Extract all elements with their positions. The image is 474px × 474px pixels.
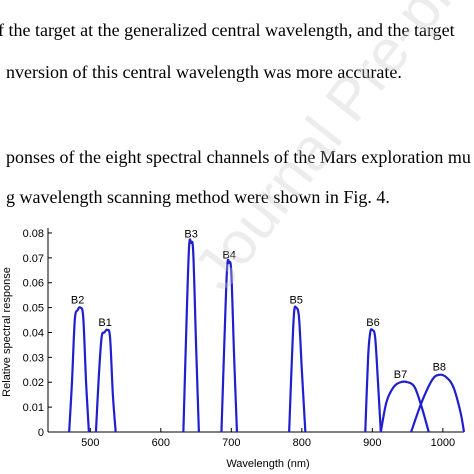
spectral-response-chart: 500 600 700 800 900 1000 0 0.01 0.02 0.03 0.04 0.05… — [1, 228, 466, 470]
y-tick-label: 0 — [38, 427, 44, 439]
x-tick-label: 700 — [222, 437, 240, 449]
x-tick-label: 1000 — [431, 437, 455, 449]
y-tick-label: 0.04 — [23, 327, 44, 339]
y-tick-label: 0.08 — [23, 228, 44, 240]
x-tick-label: 900 — [363, 437, 381, 449]
y-tick-label: 0.01 — [23, 402, 44, 414]
y-tick-label: 0.06 — [23, 278, 44, 290]
x-tick-label: 800 — [293, 437, 311, 449]
y-tick-label: 0.07 — [23, 253, 44, 265]
y-axis-label: Relative spectral response — [1, 267, 13, 397]
chart-band-labels: B2 B1 B3 B4 B5 B6 B7 B8 — [71, 228, 446, 381]
band-label-b2: B2 — [71, 294, 84, 306]
series-line-b6 — [364, 328, 382, 433]
series-line-b8 — [410, 373, 466, 433]
y-tick-label: 0.02 — [23, 377, 44, 389]
series-line-b3 — [182, 238, 200, 433]
y-tick-label: 0.05 — [23, 303, 44, 315]
body-text-line-2: nversion of this central wavelength was … — [6, 62, 402, 82]
series-line-b7 — [379, 380, 430, 433]
chart-series — [68, 238, 466, 433]
body-text-line-4: g wavelength scanning method were shown … — [6, 187, 390, 207]
x-tick-label: 500 — [81, 437, 99, 449]
chart-axes: 500 600 700 800 900 1000 0 0.01 0.02 0.03 0.04 0.05… — [23, 228, 464, 449]
series-line-b4 — [220, 258, 239, 433]
band-label-b1: B1 — [98, 317, 111, 329]
x-axis-label: Wavelength (nm) — [226, 458, 309, 470]
series-line-b2 — [68, 306, 90, 433]
band-label-b5: B5 — [289, 294, 302, 306]
band-label-b3: B3 — [184, 228, 197, 240]
body-text-line-1: f the target at the generalized central … — [0, 20, 455, 40]
series-line-b1 — [94, 328, 117, 433]
band-label-b4: B4 — [222, 250, 235, 262]
band-label-b6: B6 — [366, 317, 379, 329]
x-tick-label: 600 — [152, 437, 170, 449]
band-label-b8: B8 — [433, 362, 446, 374]
y-tick-label: 0.03 — [23, 352, 44, 364]
band-label-b7: B7 — [394, 369, 407, 381]
body-text-line-3: ponses of the eight spectral channels of… — [6, 147, 471, 167]
series-line-b5 — [288, 305, 307, 433]
